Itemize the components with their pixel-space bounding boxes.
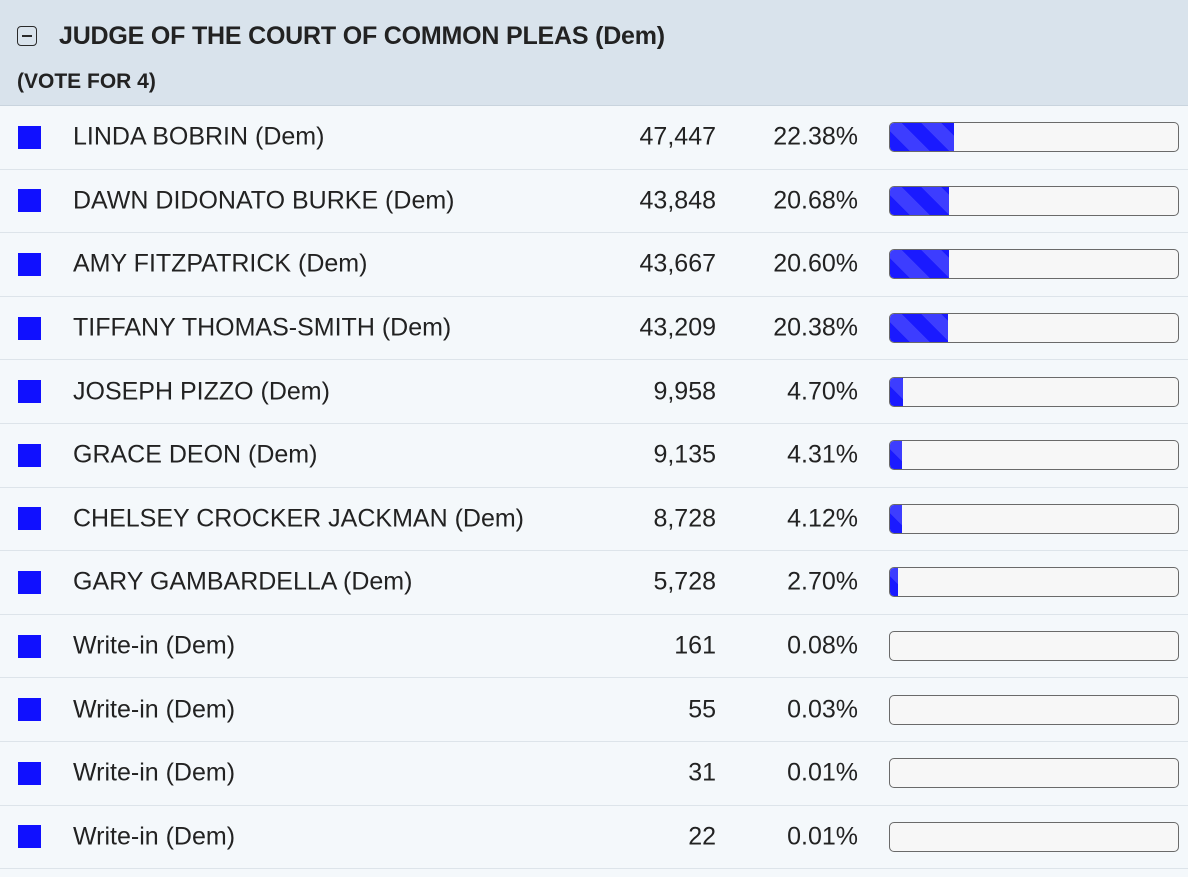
candidate-percent: 20.38% — [773, 313, 858, 342]
vote-share-bar — [889, 503, 1179, 534]
candidate-percent: 20.68% — [773, 186, 858, 215]
candidate-row: Write-in (Dem) 161 0.08% — [0, 615, 1188, 679]
party-color-swatch — [18, 507, 41, 531]
vote-share-bar — [889, 440, 1179, 471]
candidate-votes: 22 — [688, 822, 716, 851]
candidate-percent: 22.38% — [773, 122, 858, 151]
candidate-votes: 43,848 — [639, 186, 716, 215]
candidate-row: LINDA BOBRIN (Dem) 47,447 22.38% — [0, 106, 1188, 170]
vote-share-bar — [889, 185, 1179, 216]
candidate-percent: 0.08% — [787, 631, 858, 660]
candidate-row: AMY FITZPATRICK (Dem) 43,667 20.60% — [0, 233, 1188, 297]
candidate-name: GARY GAMBARDELLA (Dem) — [73, 567, 413, 596]
party-color-swatch — [18, 570, 41, 594]
candidate-row: Write-in (Dem) 31 0.01% — [0, 742, 1188, 806]
candidate-percent: 4.12% — [787, 504, 858, 533]
candidate-percent: 0.03% — [787, 695, 858, 724]
party-color-swatch — [18, 125, 41, 149]
candidate-name: TIFFANY THOMAS-SMITH (Dem) — [73, 313, 452, 342]
vote-share-bar — [889, 567, 1179, 598]
candidate-votes: 8,728 — [653, 504, 716, 533]
candidate-name: Write-in (Dem) — [73, 695, 236, 724]
candidate-row: Write-in (Dem) 22 0.01% — [0, 806, 1188, 870]
candidate-row: Write-in (Dem) 55 0.03% — [0, 678, 1188, 742]
candidate-votes: 161 — [674, 631, 716, 660]
vote-share-bar — [889, 122, 1179, 153]
party-color-swatch — [18, 316, 41, 340]
candidate-name: Write-in (Dem) — [73, 631, 236, 660]
vote-share-bar-fill — [890, 314, 948, 343]
candidate-row: CHELSEY CROCKER JACKMAN (Dem) 8,728 4.12% — [0, 488, 1188, 552]
candidate-name: LINDA BOBRIN (Dem) — [73, 122, 325, 151]
candidate-name: JOSEPH PIZZO (Dem) — [73, 377, 330, 406]
party-color-swatch — [18, 252, 41, 276]
party-color-swatch — [18, 761, 41, 785]
vote-share-bar — [889, 249, 1179, 280]
candidate-votes: 43,667 — [639, 249, 716, 278]
candidate-row: TIFFANY THOMAS-SMITH (Dem) 43,209 20.38% — [0, 297, 1188, 361]
candidate-name: Write-in (Dem) — [73, 822, 236, 851]
candidate-percent: 4.31% — [787, 440, 858, 469]
party-color-swatch — [18, 189, 41, 213]
vote-share-bar-fill — [890, 186, 949, 215]
candidate-percent: 20.60% — [773, 249, 858, 278]
vote-share-bar — [889, 631, 1179, 662]
candidate-votes: 43,209 — [639, 313, 716, 342]
candidate-percent: 0.01% — [787, 758, 858, 787]
candidate-list: LINDA BOBRIN (Dem) 47,447 22.38% DAWN DIDON… — [0, 106, 1188, 870]
vote-share-bar-fill — [890, 568, 898, 597]
contest-header: JUDGE OF THE COURT OF COMMON PLEAS (Dem)… — [0, 0, 1188, 106]
vote-share-bar — [889, 376, 1179, 407]
vote-share-bar-fill — [890, 441, 902, 470]
candidate-name: CHELSEY CROCKER JACKMAN (Dem) — [73, 504, 525, 533]
candidate-name: AMY FITZPATRICK (Dem) — [73, 249, 368, 278]
vote-share-bar-fill — [890, 504, 902, 533]
contest-title: JUDGE OF THE COURT OF COMMON PLEAS (Dem) — [59, 22, 665, 50]
candidate-votes: 5,728 — [653, 567, 716, 596]
candidate-votes: 55 — [688, 695, 716, 724]
candidate-row: GARY GAMBARDELLA (Dem) 5,728 2.70% — [0, 551, 1188, 615]
party-color-swatch — [18, 634, 41, 658]
party-color-swatch — [18, 698, 41, 722]
candidate-votes: 9,958 — [653, 377, 716, 406]
collapse-icon[interactable] — [17, 26, 37, 46]
candidate-row: GRACE DEON (Dem) 9,135 4.31% — [0, 424, 1188, 488]
candidate-name: Write-in (Dem) — [73, 758, 236, 787]
vote-share-bar — [889, 694, 1179, 725]
party-color-swatch — [18, 443, 41, 467]
vote-share-bar-fill — [890, 250, 949, 279]
candidate-row: DAWN DIDONATO BURKE (Dem) 43,848 20.68% — [0, 170, 1188, 234]
candidate-percent: 2.70% — [787, 567, 858, 596]
candidate-votes: 31 — [688, 758, 716, 787]
candidate-row: JOSEPH PIZZO (Dem) 9,958 4.70% — [0, 360, 1188, 424]
candidate-name: GRACE DEON (Dem) — [73, 440, 318, 469]
party-color-swatch — [18, 380, 41, 404]
vote-share-bar-fill — [890, 123, 954, 152]
contest-subtitle: (VOTE FOR 4) — [17, 70, 156, 93]
vote-share-bar — [889, 313, 1179, 344]
minus-bar — [22, 35, 32, 37]
candidate-percent: 4.70% — [787, 377, 858, 406]
party-color-swatch — [18, 825, 41, 849]
candidate-percent: 0.01% — [787, 822, 858, 851]
vote-share-bar — [889, 758, 1179, 789]
candidate-name: DAWN DIDONATO BURKE (Dem) — [73, 186, 455, 215]
candidate-votes: 47,447 — [639, 122, 716, 151]
vote-share-bar — [889, 821, 1179, 852]
candidate-votes: 9,135 — [653, 440, 716, 469]
vote-share-bar-fill — [890, 377, 903, 406]
